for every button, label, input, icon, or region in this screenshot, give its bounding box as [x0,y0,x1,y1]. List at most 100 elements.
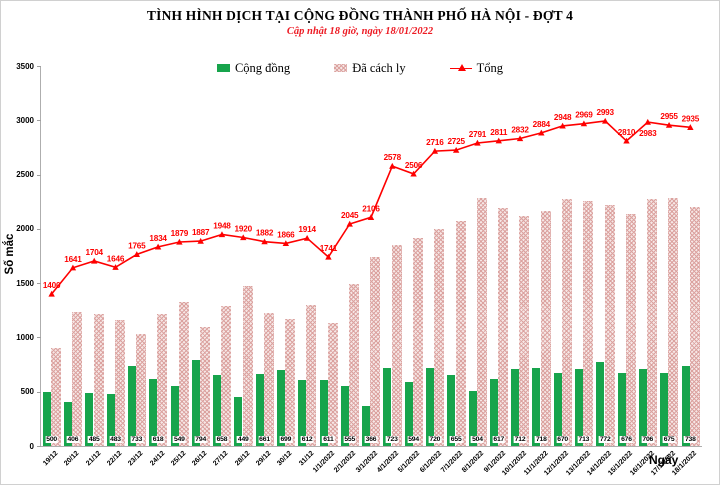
y-tick-mark [37,66,41,67]
community-value-label: 720 [428,436,442,443]
chart-subtitle: Cập nhật 18 giờ, ngày 18/01/2022 [286,26,434,37]
community-value-label: 670 [556,436,569,443]
x-axis-date-label: 4/1/2022 [376,450,401,475]
y-tick-mark [37,174,41,176]
bar-cong-dong [149,378,158,446]
total-value-label: 2810 [618,128,636,137]
plot-area: 500 406 485 483 733 618 549 794 658 449 661 699 612 6… [41,66,701,446]
community-value-label: 555 [343,436,357,443]
total-marker-triangle-icon [197,237,204,244]
total-value-label: 2716 [426,138,444,147]
community-value-label: 366 [364,436,378,443]
bar-da-cach-ly [561,198,572,446]
total-marker-triangle-icon [687,124,694,130]
bar-da-cach-ly [668,198,679,446]
bar-cong-dong [298,379,307,446]
total-marker-triangle-icon [69,264,77,271]
total-value-label: 1882 [256,229,274,238]
total-value-label: 1887 [192,228,210,237]
y-tick-mark [37,283,41,285]
bar-cong-dong [319,379,328,446]
bar-da-cach-ly [136,333,147,446]
total-value-label: 1741 [320,244,338,253]
bar-cong-dong [617,372,626,446]
bar-da-cach-ly [689,207,700,446]
total-marker-triangle-icon [154,243,162,250]
bar-da-cach-ly [540,210,551,446]
bar-da-cach-ly [455,221,466,446]
total-marker-triangle-icon [580,120,588,127]
y-tick-mark [37,228,41,230]
bar-cong-dong [511,368,520,446]
x-axis-title: Ngày [649,453,679,467]
community-value-label: 500 [45,436,59,443]
total-marker-triangle-icon [516,135,524,142]
x-axis-date-label: 23/12 [127,450,145,468]
bar-da-cach-ly [583,201,594,446]
bar-da-cach-ly [200,327,211,446]
total-marker-triangle-icon [452,146,460,153]
total-marker-triangle-icon [431,147,439,154]
community-value-label: 612 [300,436,314,443]
community-value-label: 549 [173,436,186,443]
total-marker-triangle-icon [644,118,651,125]
total-marker-triangle-icon [474,139,481,146]
total-marker-triangle-icon [325,253,332,260]
y-axis-line [40,66,41,447]
bar-cong-dong [532,368,541,446]
community-value-label: 675 [662,436,676,443]
legend: Cộng đồng Đã cách ly Tổng [1,58,719,78]
total-value-label: 2106 [362,204,380,213]
community-value-label: 676 [620,436,633,443]
y-tick-label: 1500 [16,278,34,288]
quarantined-swatch-icon [334,64,348,72]
bar-da-cach-ly [114,319,125,446]
x-axis-date-label: 20/12 [63,450,81,468]
total-value-label: 2884 [533,120,551,129]
total-value-label: 1948 [213,222,231,231]
x-axis-date-label: 6/1/2022 [418,450,443,475]
x-axis-date-label: 27/12 [212,450,230,468]
legend-item-cong-dong: Cộng đồng [216,60,291,76]
community-value-label: 594 [407,436,420,443]
bar-cong-dong [638,369,647,446]
bar-da-cach-ly [412,238,423,446]
community-value-label: 449 [236,436,250,443]
x-axis-date-label: 26/12 [191,450,209,468]
y-tick-mark [37,391,41,393]
total-value-label: 1879 [171,229,189,238]
total-value-label: 2725 [447,137,465,146]
community-value-label: 658 [215,436,229,443]
total-value-label: 2791 [469,130,487,139]
community-value-label: 713 [577,436,591,443]
community-value-label: 718 [534,436,548,443]
x-axis-date-label: 5/1/2022 [397,450,422,475]
bar-cong-dong [681,365,690,446]
y-tick-label: 2500 [16,170,34,180]
x-axis-date-label: 24/12 [148,450,167,468]
bar-cong-dong [426,367,435,446]
x-axis-date-label: 8/1/2022 [461,450,486,475]
total-marker-triangle-icon [282,240,290,247]
bar-cong-dong [127,366,136,446]
bar-cong-dong [255,374,264,446]
y-tick-mark [37,120,41,122]
bar-cong-dong [447,374,456,446]
total-value-label: 2993 [596,108,614,117]
community-value-label: 485 [87,436,101,443]
total-value-label: 2935 [682,114,700,123]
community-value-label: 661 [258,436,271,443]
total-value-label: 1765 [128,241,146,250]
total-marker-triangle-icon [346,220,353,227]
legend-label-cong-dong: Cộng đồng [234,60,291,75]
x-axis-date-label: 7/1/2022 [439,450,465,475]
community-value-label: 706 [641,436,655,443]
total-value-label: 2045 [341,211,359,220]
total-value-label: 2811 [490,128,508,137]
community-value-label: 712 [513,436,527,443]
legend-item-tong: Tổng [449,61,503,76]
bar-da-cach-ly [647,198,658,446]
y-tick-label: 3500 [16,61,34,71]
x-axis-date-label: 31/12 [297,450,316,468]
